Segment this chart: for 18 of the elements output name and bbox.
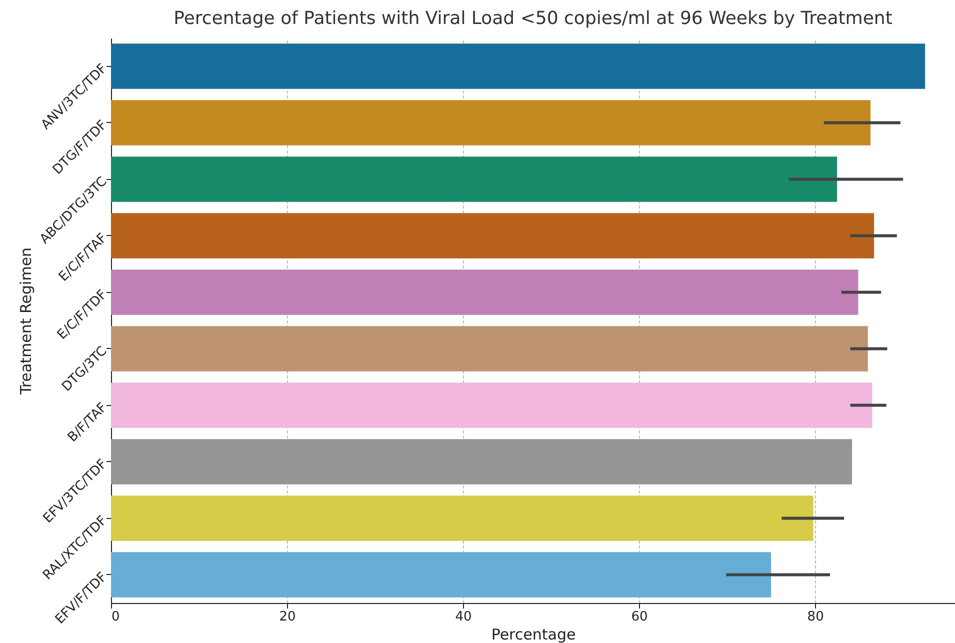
bar [111,100,871,146]
bar [111,156,838,202]
x-tick-label: 0 [112,610,120,624]
x-tick-label: 60 [631,610,648,624]
bar [111,382,872,428]
bar [111,552,772,598]
x-tick-label: 80 [807,610,824,624]
x-axis-title: Percentage [491,626,576,643]
chart-title: Percentage of Patients with Viral Load <50 copies/ml at 96 Weeks by Treatment [174,8,892,29]
bar [111,326,868,372]
bar [111,44,926,89]
bar [111,213,874,258]
bar [111,270,858,315]
bar [111,439,852,484]
x-tick-label: 20 [279,610,296,624]
y-axis-title: Treatment Regimen [17,247,36,396]
x-tick-label: 40 [455,610,472,624]
bar [111,496,814,541]
